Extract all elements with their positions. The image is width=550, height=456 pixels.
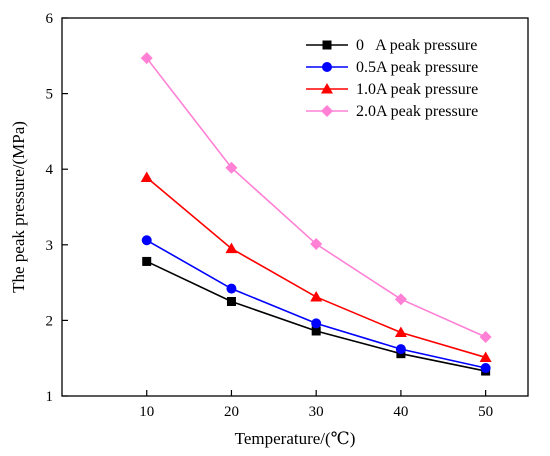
data-point [140,171,153,183]
data-point [226,297,236,306]
data-point [395,344,406,355]
y-tick-label: 5 [46,87,54,103]
x-tick-label: 20 [224,404,239,420]
legend-marker [322,62,332,72]
data-point [311,326,321,336]
series-line [146,239,486,369]
data-point [394,293,407,306]
data-point [479,351,492,362]
data-point [480,363,491,374]
y-tick-label: 1 [46,389,54,405]
y-tick-label: 3 [46,238,54,254]
y-axis-label: The peak pressure/(MPa) [9,121,28,293]
series-layer [140,52,492,376]
series-2 [140,171,492,362]
x-tick-label: 10 [139,404,154,420]
y-tick-label: 6 [46,11,54,27]
data-point [140,52,153,65]
legend-item: 2.0A peak pressure [306,103,478,120]
legend-marker [322,40,332,50]
x-tick-label: 40 [393,404,408,420]
y-tick-label: 2 [46,313,54,329]
x-axis-ticks: 10 20 30 40 50 [139,390,493,420]
legend-item: 0 A peak pressure [306,37,477,54]
legend: 0 A peak pressure 0.5A peak pressure 1.0A … [306,37,478,120]
series-1 [141,235,491,374]
data-point [225,161,238,174]
x-tick-label: 30 [309,404,324,420]
legend-label: 2.0A peak pressure [356,103,478,120]
plot-frame [61,17,529,397]
data-point [311,318,322,329]
data-point [310,290,323,302]
data-point [142,256,152,266]
legend-label: 0 A peak pressure [356,37,477,54]
legend-item: 0.5A peak pressure [306,59,478,76]
legend-item: 1.0A peak pressure [306,81,478,98]
series-3 [140,52,492,344]
data-point [141,235,152,246]
legend-label: 0.5A peak pressure [356,59,478,76]
x-tick-label: 50 [478,404,493,420]
legend-marker [321,105,333,117]
data-point [479,331,492,344]
x-axis-label: Temperature/(℃) [235,429,356,448]
data-point [394,326,407,337]
plot-area-border [61,17,529,397]
data-point [225,242,238,254]
legend-label: 1.0A peak pressure [356,81,478,98]
data-point [310,238,323,251]
y-tick-label: 4 [46,162,54,178]
y-axis-ticks: 1 2 3 4 5 6 [46,11,68,405]
data-point [226,283,237,294]
legend-marker [321,83,333,94]
series-line [146,260,486,372]
